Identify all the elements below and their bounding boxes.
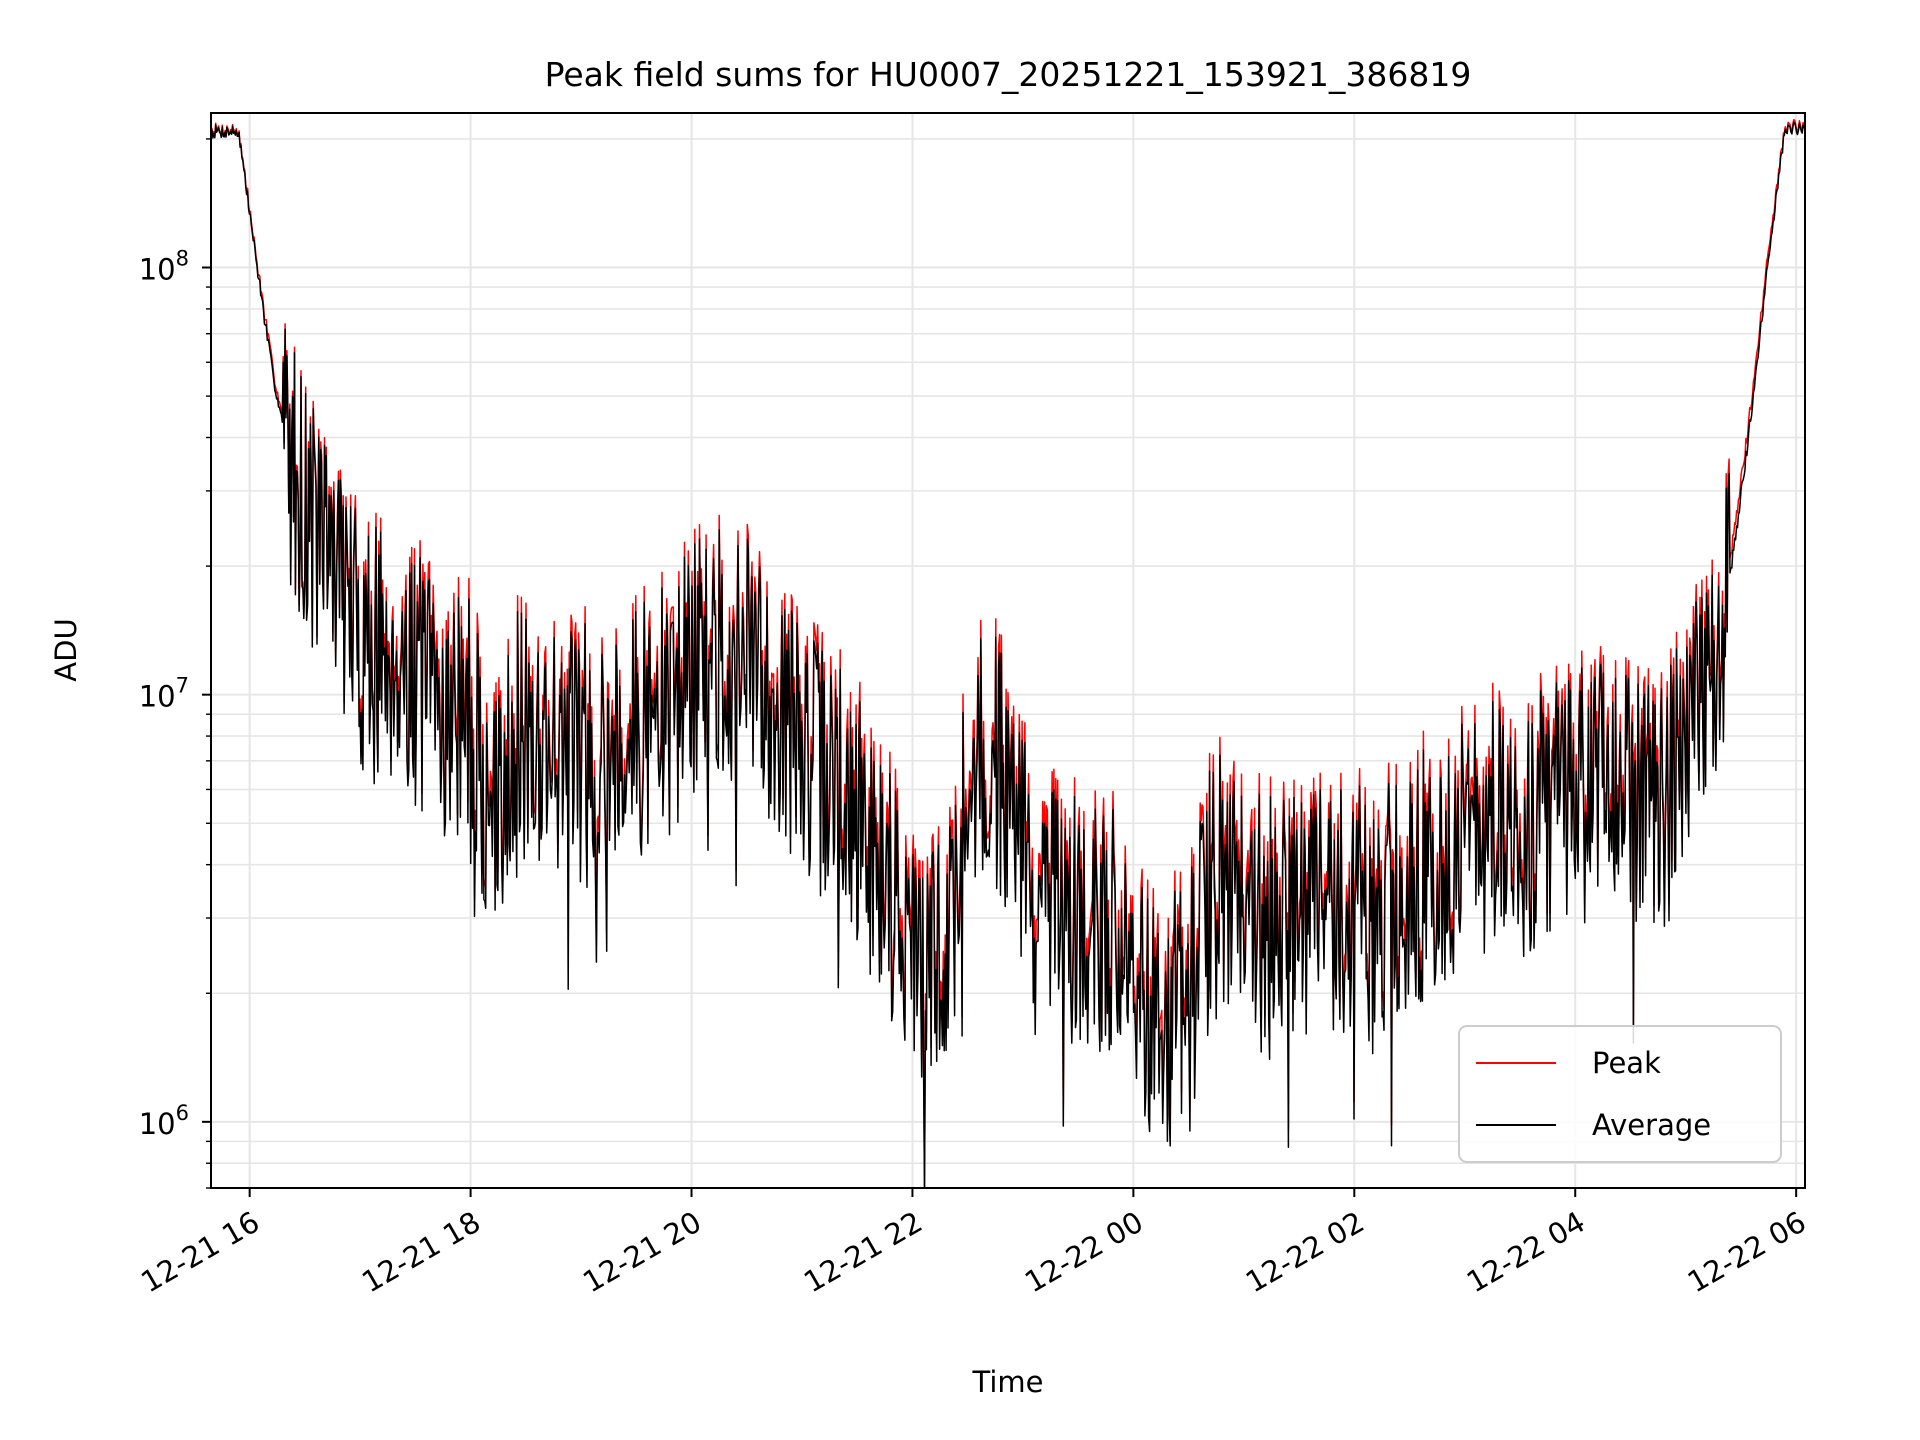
legend-label-peak: Peak <box>1592 1046 1661 1080</box>
plot-frame <box>210 112 1806 1189</box>
y-tick-label: 107 <box>139 674 189 714</box>
y-axis-label: ADU <box>49 618 83 681</box>
chart-title: Peak field sums for HU0007_20251221_1539… <box>545 55 1472 94</box>
x-axis-label: Time <box>972 1365 1044 1399</box>
legend-label-average: Average <box>1592 1108 1711 1142</box>
series-group <box>210 119 1806 1189</box>
y-tick-label: 106 <box>139 1101 189 1141</box>
y-tick-label: 108 <box>139 247 189 287</box>
legend-box <box>1458 1025 1782 1163</box>
series-line-average <box>210 121 1806 1189</box>
legend: Peak Average <box>1458 1025 1782 1163</box>
